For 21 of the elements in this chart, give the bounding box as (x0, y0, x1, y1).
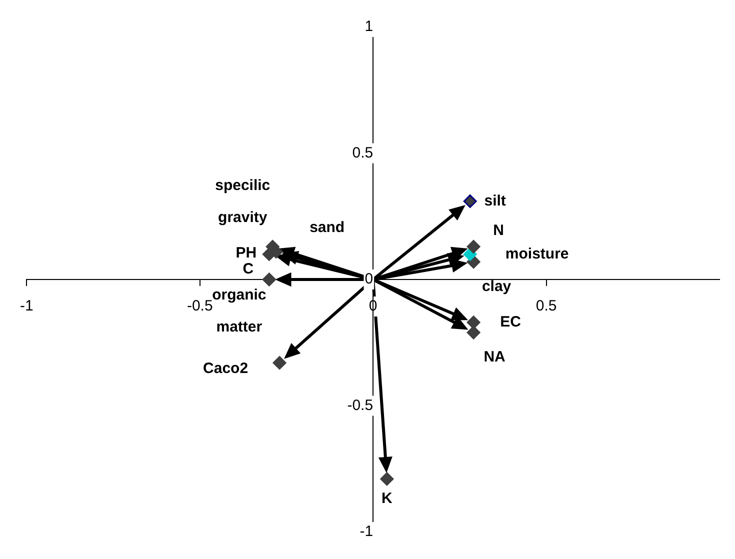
series-label: specilic gravity (215, 176, 270, 226)
x-tick-label: 0.5 (536, 298, 557, 315)
x-tick-label: -1 (20, 298, 34, 315)
series-label: NA (484, 348, 506, 366)
x-tick-label: -0.5 (186, 298, 213, 315)
series-label: K (382, 490, 393, 508)
y-tick-label: -0.5 (347, 396, 374, 414)
series-label: EC (500, 314, 522, 331)
series-label: moisture (505, 245, 569, 262)
series-label: organic matter (212, 286, 266, 336)
series-label: silt (484, 192, 506, 210)
series-label: Caco2 (203, 360, 248, 377)
text: sand (310, 218, 345, 236)
y-tick-label: -1 (360, 523, 374, 540)
series-label: clay (482, 278, 512, 295)
y-tick-label: 0 (364, 270, 374, 288)
series-label: C (242, 260, 254, 278)
series-label: N (493, 222, 504, 239)
series-label: PH (236, 244, 257, 262)
y-tick-label: 0.5 (352, 144, 374, 162)
y-tick-label: 1 (364, 18, 374, 36)
